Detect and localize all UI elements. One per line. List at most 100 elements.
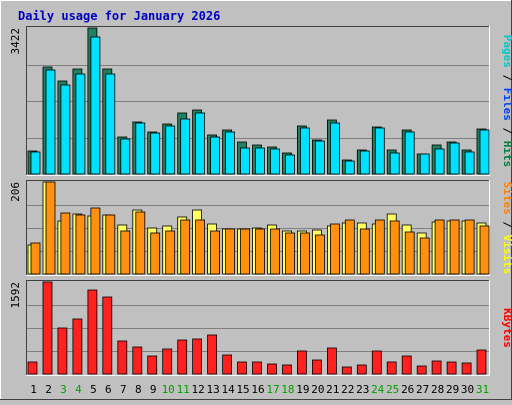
series-files [30, 36, 490, 175]
y-max-label: 206 [9, 182, 22, 202]
x-tick-day-23: 23 [356, 383, 369, 396]
bar-sites-day-11 [180, 219, 191, 275]
legend-kbytes: KBytes [501, 308, 512, 348]
x-tick-day-14: 14 [221, 383, 235, 396]
x-tick-day-29: 29 [446, 383, 459, 396]
bar-sites-day-22 [344, 219, 355, 275]
bar-sites-day-18 [285, 232, 295, 275]
bar-files-day-13 [210, 136, 221, 175]
bar-files-day-15 [240, 147, 250, 175]
bar-kbytes-day-9 [147, 355, 158, 375]
bar-kbytes-day-29 [446, 361, 457, 375]
bar-files-day-2 [45, 69, 56, 175]
bar-files-day-9 [150, 132, 161, 175]
bar-sites-day-1 [30, 242, 41, 275]
x-tick-day-2: 2 [45, 383, 52, 396]
bar-kbytes-day-12 [192, 338, 203, 375]
bar-sites-day-15 [240, 228, 250, 275]
bar-kbytes-day-6 [102, 296, 113, 375]
bar-files-day-31 [479, 129, 490, 175]
bar-sites-day-16 [255, 228, 265, 275]
legend-part-0: Sites [501, 182, 512, 215]
x-tick-day-22: 22 [341, 383, 354, 396]
bar-sites-day-17 [270, 228, 280, 275]
x-tick-day-11: 11 [177, 383, 190, 396]
bar-files-day-28 [434, 148, 445, 175]
bar-sites-day-5 [90, 207, 101, 275]
bar-sites-day-9 [150, 232, 161, 275]
bar-sites-day-31 [479, 225, 490, 275]
bar-sites-day-12 [195, 219, 206, 275]
bar-kbytes-day-20 [311, 359, 322, 375]
x-tick-day-3: 3 [60, 383, 67, 396]
x-tick-day-8: 8 [135, 383, 142, 396]
bar-kbytes-day-10 [162, 348, 173, 375]
x-tick-day-30: 30 [461, 383, 474, 396]
bar-kbytes-day-21 [326, 347, 337, 375]
panel-visits-sites: 206 Sites / Visits [9, 180, 512, 276]
bar-files-day-24 [374, 127, 385, 175]
x-tick-day-19: 19 [296, 383, 309, 396]
bar-files-day-3 [60, 84, 71, 175]
y-max-label: 3422 [9, 28, 22, 55]
bar-sites-day-30 [464, 219, 475, 275]
bar-kbytes-day-11 [177, 339, 188, 375]
x-tick-day-10: 10 [162, 383, 175, 396]
bar-sites-day-26 [404, 231, 415, 275]
legend-part-2: Files [501, 88, 512, 121]
bar-sites-day-29 [449, 219, 460, 275]
bar-sites-day-4 [75, 214, 86, 275]
bar-kbytes-day-8 [132, 346, 143, 375]
bar-kbytes-day-7 [117, 340, 128, 375]
legend-part-0: KBytes [501, 308, 512, 348]
bar-kbytes-day-3 [57, 327, 68, 375]
bar-kbytes-day-24 [371, 350, 382, 375]
bar-files-day-10 [165, 125, 176, 175]
bar-files-day-12 [195, 112, 206, 175]
bar-files-day-21 [329, 122, 340, 175]
bar-sites-day-2 [45, 181, 56, 275]
bar-kbytes-day-25 [386, 361, 397, 375]
bar-files-day-25 [389, 152, 400, 175]
legend-part-0: Pages [501, 35, 512, 68]
bar-sites-day-25 [389, 220, 400, 275]
bar-files-day-18 [285, 154, 295, 175]
bar-files-day-6 [105, 73, 116, 175]
legend-part-1: / [501, 68, 512, 88]
x-tick-day-6: 6 [105, 383, 112, 396]
bar-kbytes-day-14 [222, 354, 233, 375]
bar-kbytes-day-27 [416, 365, 427, 375]
bar-kbytes-day-15 [237, 361, 247, 375]
legend-visits-sites: Sites / Visits [501, 182, 512, 275]
x-tick-day-5: 5 [90, 383, 97, 396]
bar-sites-day-19 [299, 232, 310, 275]
x-tick-day-18: 18 [281, 383, 294, 396]
legend-hits-files-pages: Pages / Files / Hits [501, 35, 512, 168]
legend-part-4: Hits [501, 141, 512, 168]
bar-files-day-23 [359, 150, 370, 175]
bar-files-day-5 [90, 36, 101, 175]
bar-files-day-26 [404, 131, 415, 175]
bar-sites-day-13 [210, 230, 221, 275]
bar-files-day-19 [299, 127, 310, 175]
bar-kbytes-day-13 [207, 334, 218, 375]
bar-sites-day-27 [419, 237, 430, 275]
bar-files-day-20 [314, 140, 325, 175]
bar-files-day-14 [225, 131, 236, 175]
x-tick-day-12: 12 [191, 383, 204, 396]
x-tick-day-21: 21 [326, 383, 339, 396]
bar-files-day-30 [464, 151, 475, 175]
legend-part-3: / [501, 121, 512, 141]
bar-files-day-27 [419, 153, 430, 175]
panel-kbytes: 1592 KBytes [9, 280, 512, 376]
chart-title: Daily usage for January 2026 [18, 9, 220, 23]
bar-files-day-11 [180, 118, 191, 175]
x-tick-day-1: 1 [30, 383, 37, 396]
bar-kbytes-day-5 [87, 289, 98, 375]
bar-kbytes-day-4 [72, 318, 83, 375]
bar-sites-day-20 [314, 234, 325, 275]
bar-files-day-17 [270, 148, 280, 175]
x-axis-day-labels: 1 2 3 4 5 6 7 8 9 10 11 12 13 14 15 16 17 18 19 20 21 22 23 24 2… [30, 383, 489, 396]
bar-files-day-16 [255, 147, 265, 175]
x-tick-day-16: 16 [251, 383, 264, 396]
